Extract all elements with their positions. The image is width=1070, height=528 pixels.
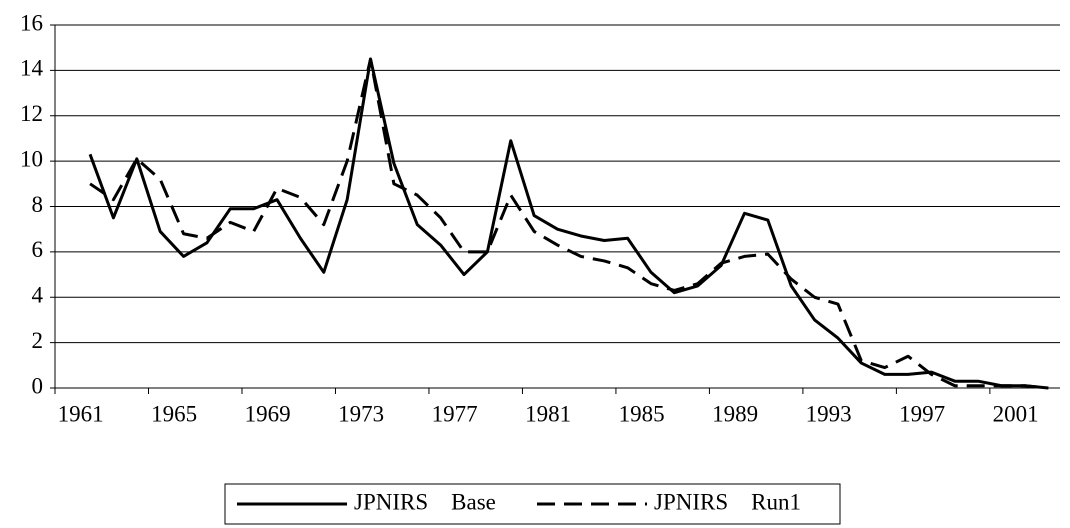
x-tick-label: 1989 [712,401,758,426]
x-tick-label: 1997 [899,401,945,426]
legend-label: JPNIRS Run1 [654,489,801,514]
y-tick-label: 10 [20,146,43,171]
series-line [88,57,1049,390]
y-tick-label: 16 [20,10,43,35]
y-tick-label: 0 [32,373,44,398]
y-tick-label: 4 [32,283,44,308]
legend: JPNIRS Base JPNIRS Run1 [224,483,841,525]
legend-label: JPNIRS Base [354,489,496,514]
y-tick-label: 6 [32,237,44,262]
x-tick-label: 1961 [58,401,104,426]
x-tick-label: 1977 [432,401,478,426]
x-tick-label: 1985 [619,401,665,426]
y-tick-label: 8 [32,192,44,217]
x-tick-label: 1993 [806,401,852,426]
y-tick-label: 12 [20,101,43,126]
x-tick-label: 2001 [993,401,1039,426]
y-tick-label: 2 [32,328,44,353]
series-line [89,57,1049,390]
x-tick-label: 1973 [338,401,384,426]
x-tick-label: 1969 [245,401,291,426]
x-tick-label: 1981 [525,401,571,426]
x-tick-label: 1965 [151,401,197,426]
y-tick-label: 14 [20,56,44,81]
